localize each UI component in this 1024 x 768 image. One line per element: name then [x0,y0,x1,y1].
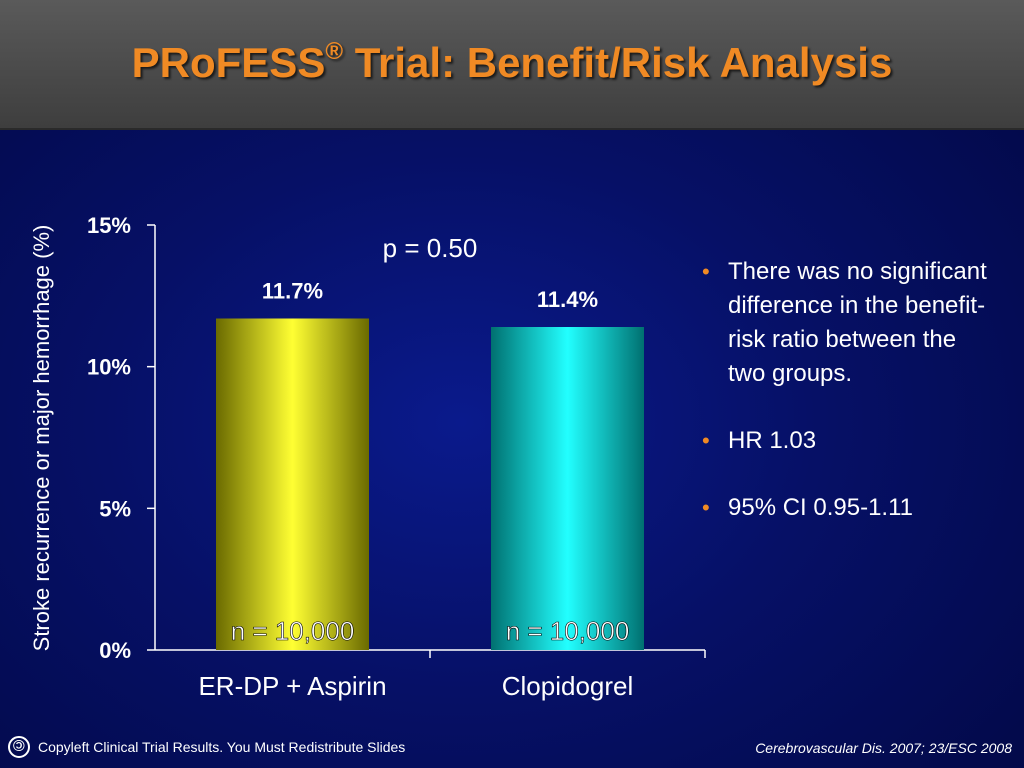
bullet-item: • There was no significant difference in … [700,255,1000,391]
y-tick-label: 15% [87,213,131,238]
copyleft-icon: © [8,736,30,758]
bullet-dot-icon: • [702,495,710,520]
p-value-annotation: p = 0.50 [383,233,478,263]
footer-copyleft: © Copyleft Clinical Trial Results. You M… [8,733,405,761]
title-rest: Trial: Benefit/Risk Analysis [343,39,893,86]
bullet-item: • HR 1.03 [700,424,1000,458]
bar-n-label: n = 10,000 [506,616,630,646]
bullet-dot-icon: • [702,259,710,284]
bar-value-label: 11.7% [262,279,323,304]
citation: Cerebrovascular Dis. 2007; 23/ESC 2008 [755,740,1012,756]
bullet-item: • 95% CI 0.95-1.11 [700,491,1000,525]
title-bar: PRoFESS® Trial: Benefit/Risk Analysis [0,0,1024,130]
bar [491,327,644,650]
title-main: PRoFESS [131,39,326,86]
bullet-text: There was no significant difference in t… [728,258,987,387]
bullet-text: HR 1.03 [728,427,817,454]
bar [216,318,369,650]
registered-mark: ® [325,38,344,65]
y-tick-label: 5% [99,496,131,521]
copyleft-text: Copyleft Clinical Trial Results. You Mus… [38,739,406,755]
y-tick-label: 10% [87,355,131,380]
bullet-list: • There was no significant difference in … [700,255,1000,558]
x-category-label: Clopidogrel [502,671,634,701]
slide-title: PRoFESS® Trial: Benefit/Risk Analysis [0,38,1024,87]
bullet-text: 95% CI 0.95-1.11 [728,494,914,521]
bar-value-label: 11.4% [537,287,598,312]
y-tick-label: 0% [99,638,131,663]
x-category-label: ER-DP + Aspirin [198,671,386,701]
bullet-dot-icon: • [702,428,710,453]
bar-n-label: n = 10,000 [231,616,355,646]
